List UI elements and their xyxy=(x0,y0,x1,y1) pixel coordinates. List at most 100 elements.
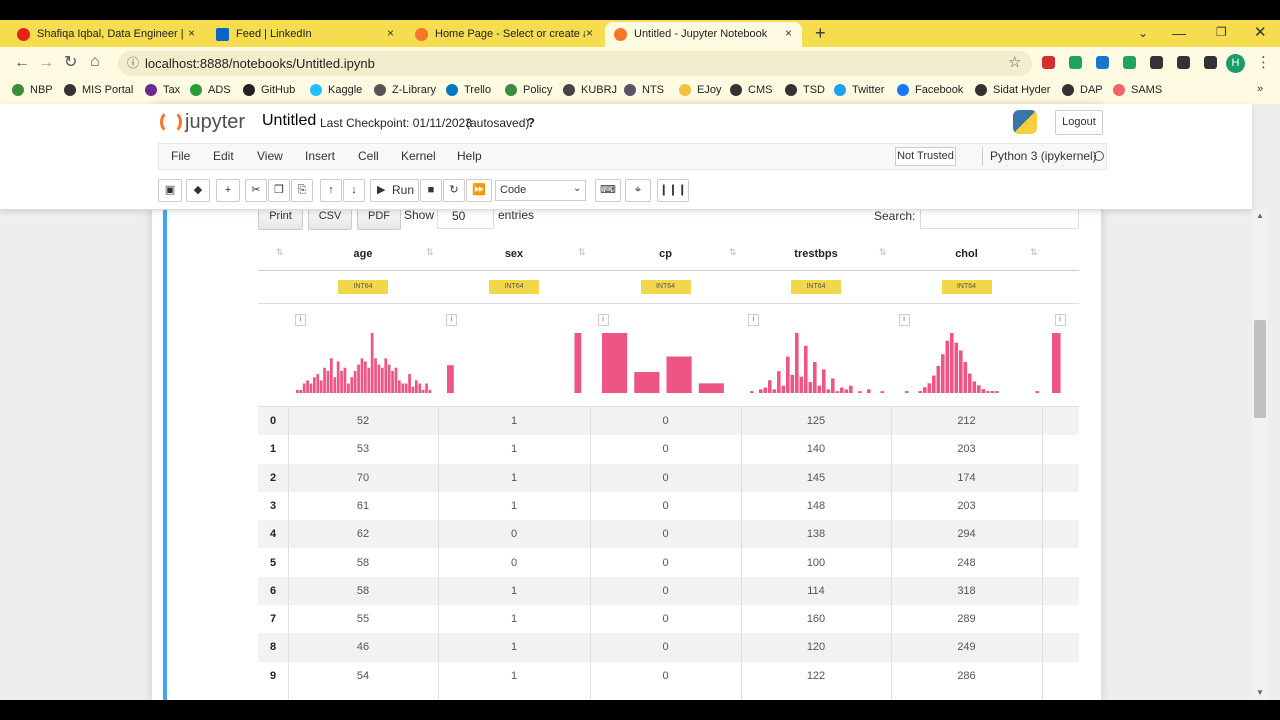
toolbar-button[interactable]: ✂ xyxy=(245,179,267,202)
bookmark-icon xyxy=(679,84,691,96)
extension-icon[interactable] xyxy=(1096,56,1109,69)
jupyter-logo[interactable]: jupyter xyxy=(185,111,246,133)
bookmark-label: GitHub xyxy=(261,84,296,96)
reload-button[interactable]: ↻ xyxy=(64,54,78,71)
column-header[interactable]: sex xyxy=(504,248,524,260)
bookmark[interactable]: CMS xyxy=(730,83,781,99)
bookmark[interactable]: NBP xyxy=(12,83,60,99)
column-header[interactable]: cp xyxy=(659,248,672,260)
notebook-name[interactable]: Untitled xyxy=(262,112,317,129)
sort-icon[interactable]: ⇅ xyxy=(426,247,434,257)
bookmark[interactable]: Facebook xyxy=(897,83,971,99)
bookmark[interactable]: Z-Library xyxy=(374,83,442,99)
menu-item[interactable]: View xyxy=(257,149,283,163)
bookmark[interactable]: Trello xyxy=(446,83,501,99)
browser-tab[interactable]: Home Page - Select or create a n × xyxy=(406,22,603,47)
extension-icon[interactable] xyxy=(1204,56,1217,69)
toolbar-button[interactable]: ↓ xyxy=(343,179,365,202)
extension-icon[interactable] xyxy=(1150,56,1163,69)
tab-close[interactable]: × xyxy=(586,26,594,40)
menu-item[interactable]: Help xyxy=(457,149,482,163)
extension-icon[interactable] xyxy=(1123,56,1136,69)
column-header[interactable]: chol xyxy=(955,248,978,260)
menu-item[interactable]: Cell xyxy=(358,149,379,163)
bookmark[interactable]: Twitter xyxy=(834,83,893,99)
help-icon[interactable]: ? xyxy=(527,115,535,130)
toolbar-button[interactable]: ↻ xyxy=(443,179,465,202)
scroll-up[interactable]: ▲ xyxy=(1256,211,1264,220)
toolbar-button[interactable]: ⌨ xyxy=(595,179,621,202)
info-icon[interactable]: i xyxy=(597,314,609,326)
bookmark-star[interactable]: ☆ xyxy=(1008,54,1022,71)
toolbar-button[interactable]: ❙❙❙ xyxy=(657,179,689,202)
info-icon[interactable]: i xyxy=(446,314,457,326)
bookmark[interactable]: DAP xyxy=(1062,83,1109,99)
scrollbar-thumb[interactable] xyxy=(1254,320,1266,418)
toolbar-button[interactable]: ▣ xyxy=(158,179,182,202)
toolbar-button[interactable]: ◆ xyxy=(186,179,210,202)
info-icon[interactable]: i xyxy=(748,314,759,326)
extension-icon[interactable] xyxy=(1177,56,1190,69)
info-icon[interactable]: i xyxy=(295,314,306,326)
sort-icon[interactable]: ⇅ xyxy=(578,247,586,257)
tab-close[interactable]: × xyxy=(785,26,793,40)
bookmark[interactable]: GitHub xyxy=(243,83,306,99)
back-button[interactable]: ← xyxy=(14,54,30,71)
menu-item[interactable]: Edit xyxy=(213,149,234,163)
extension-icon[interactable] xyxy=(1069,56,1082,69)
sort-icon[interactable]: ⇅ xyxy=(276,247,284,257)
bookmark[interactable]: NTS xyxy=(624,83,675,99)
column-header[interactable]: age xyxy=(353,248,373,260)
toolbar-button[interactable]: + xyxy=(216,179,240,202)
toolbar-button[interactable]: ■ xyxy=(420,179,442,202)
extension-icon[interactable] xyxy=(1042,56,1055,69)
browser-tab[interactable]: Shafiqa Iqbal, Data Engineer | M × xyxy=(8,22,205,47)
address-bar[interactable] xyxy=(118,51,1032,76)
trust-indicator[interactable]: Not Trusted xyxy=(895,147,956,166)
profile-avatar[interactable]: H xyxy=(1226,54,1245,73)
menu-item[interactable]: File xyxy=(171,149,191,163)
toolbar-button[interactable]: ⌖ xyxy=(625,179,651,202)
tab-close[interactable]: × xyxy=(188,26,196,40)
column-header[interactable]: trestbps xyxy=(794,248,838,260)
bookmark[interactable]: TSD xyxy=(785,83,830,99)
toolbar-button[interactable]: ❐ xyxy=(268,179,290,202)
info-icon[interactable]: i xyxy=(898,314,910,326)
window-minimize[interactable]: — xyxy=(1172,25,1186,41)
browser-tab[interactable]: Feed | LinkedIn × xyxy=(207,22,404,47)
home-button[interactable]: ⌂ xyxy=(90,53,100,70)
bookmark[interactable]: Tax xyxy=(145,83,186,99)
bookmark[interactable]: EJoy xyxy=(679,83,726,99)
forward-button[interactable]: → xyxy=(38,54,54,71)
bookmarks-more[interactable]: » xyxy=(1257,83,1264,95)
bookmark[interactable]: Kaggle xyxy=(310,83,370,99)
toolbar-button[interactable]: ⎘ xyxy=(291,179,313,202)
info-icon[interactable]: i xyxy=(1054,314,1066,326)
cell-type-select[interactable]: Code ⌄ xyxy=(495,180,586,201)
bookmark[interactable]: SAMS xyxy=(1113,83,1162,99)
scroll-down[interactable]: ▼ xyxy=(1256,688,1264,697)
bookmark[interactable]: MIS Portal xyxy=(64,83,141,99)
toolbar-button[interactable]: ▶ Run xyxy=(370,179,419,202)
toolbar-button[interactable]: ↑ xyxy=(320,179,342,202)
bookmark[interactable]: KUBRJ xyxy=(563,83,620,99)
bookmark[interactable]: Policy xyxy=(505,83,559,99)
bookmark[interactable]: Sidat Hyder xyxy=(975,83,1058,99)
url[interactable]: localhost:8888/notebooks/Untitled.ipynb xyxy=(145,56,375,71)
sort-icon[interactable]: ⇅ xyxy=(729,247,737,257)
menu-item[interactable]: Kernel xyxy=(401,149,436,163)
menu-item[interactable]: Insert xyxy=(305,149,336,163)
logout-button[interactable]: Logout xyxy=(1055,110,1103,135)
browser-tab[interactable]: Untitled - Jupyter Notebook × xyxy=(605,22,802,47)
tab-search[interactable]: ⌄ xyxy=(1138,26,1149,40)
toolbar-button[interactable]: ⏩ xyxy=(466,179,492,202)
sort-icon[interactable]: ⇅ xyxy=(879,247,887,257)
new-tab[interactable]: + xyxy=(815,23,826,43)
site-info[interactable]: ⓘ xyxy=(127,56,140,70)
window-restore[interactable]: ❐ xyxy=(1216,25,1227,39)
browser-menu[interactable]: ⋮ xyxy=(1256,54,1271,71)
bookmark[interactable]: ADS xyxy=(190,83,239,99)
tab-close[interactable]: × xyxy=(387,26,395,40)
window-close[interactable]: ✕ xyxy=(1254,24,1267,41)
sort-icon[interactable]: ⇅ xyxy=(1030,247,1038,257)
